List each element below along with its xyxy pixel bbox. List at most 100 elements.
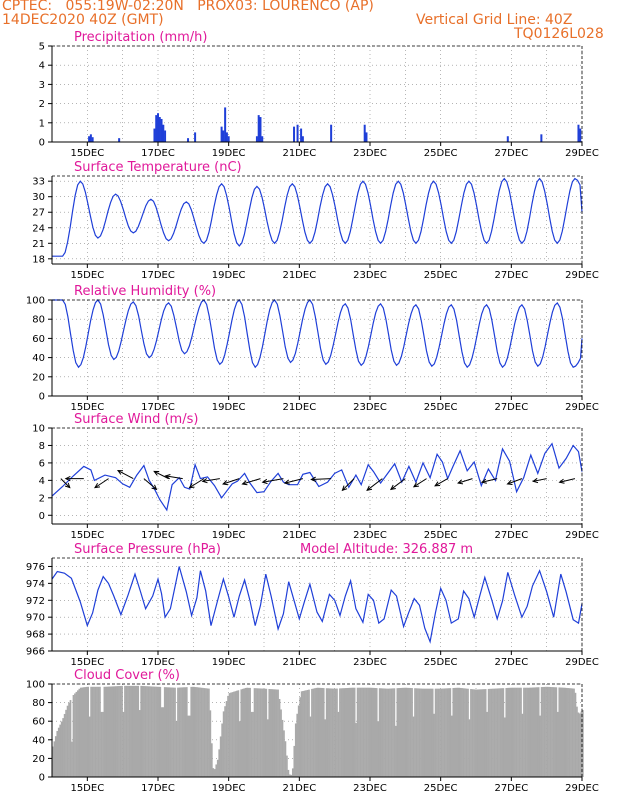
cloud-cover-bar — [417, 688, 419, 777]
cloud-cover-bar — [561, 687, 564, 777]
x-tick-label: 23DEC — [353, 402, 387, 413]
cloud-cover-bar — [246, 687, 249, 777]
precip-bar — [89, 134, 92, 142]
wind-vector — [60, 478, 71, 488]
cloud-cover-bar — [453, 687, 456, 777]
cloud-cover-bar — [278, 698, 281, 777]
cloud-cover-bar — [177, 687, 179, 777]
cloud-cover-bar — [496, 688, 499, 777]
cloud-cover-bar — [324, 719, 327, 777]
cloud-cover-bar — [484, 689, 487, 777]
cloud-cover-bar — [502, 688, 505, 777]
cloud-cover-bar — [300, 691, 303, 777]
cloud-cover-bar — [75, 691, 78, 777]
cloud-cover-bar — [340, 688, 343, 777]
cloud-cover-bar — [72, 695, 75, 777]
cloud-cover-bar — [467, 688, 469, 777]
wind-vector — [390, 478, 406, 490]
header-code: TQ0126L028 — [514, 26, 604, 42]
cloud-cover-bar — [508, 687, 511, 777]
precip-bar — [164, 130, 167, 142]
wind-arrowhead — [558, 478, 565, 484]
cloud-cover-bar — [509, 687, 512, 777]
cloud-cover-bar — [375, 688, 378, 777]
precip-bar — [162, 124, 165, 142]
cloud-cover-bar — [79, 687, 82, 777]
y-tick-label: 0 — [39, 392, 45, 403]
precip-bar — [118, 138, 121, 142]
panel-title: Surface Temperature (nC) — [74, 160, 242, 175]
cloud-cover-bar — [495, 688, 497, 777]
wind-arrowhead — [532, 477, 539, 484]
cloud-cover-bar — [548, 686, 550, 777]
y-tick-label: 100 — [26, 296, 45, 307]
x-tick-label: 17DEC — [141, 657, 175, 668]
wind-arrowhead — [434, 481, 441, 487]
precip-bar — [187, 138, 190, 142]
cloud-cover-bar — [493, 688, 496, 777]
cloud-cover-bar — [74, 693, 76, 777]
cloud-cover-bar — [215, 764, 218, 777]
precip-bar — [293, 126, 296, 142]
wind-arrowhead — [506, 480, 513, 485]
cloud-cover-bar — [200, 687, 203, 777]
cloud-cover-bar — [425, 688, 428, 777]
header-vgrid: Vertical Grid Line: 40Z — [416, 12, 573, 28]
x-tick-label: 29DEC — [565, 148, 599, 159]
cloud-cover-bar — [342, 688, 344, 777]
x-tick-label: 17DEC — [141, 783, 175, 794]
cloud-cover-bar — [515, 687, 518, 777]
wind-arrowhead — [261, 478, 268, 485]
wind-vector — [284, 478, 303, 484]
cloud-cover-bar — [156, 686, 159, 777]
x-tick-label: 19DEC — [212, 270, 246, 281]
cloud-cover-bar — [490, 688, 493, 777]
precip-bar — [255, 136, 258, 142]
cloud-cover-bar — [77, 690, 79, 777]
panel-title: Surface Wind (m/s) — [74, 412, 198, 427]
cloud-cover-bar — [264, 688, 266, 777]
cloud-cover-bar — [160, 707, 163, 777]
cloud-cover-bar — [458, 687, 461, 777]
precip-bar — [261, 136, 264, 142]
y-tick-label: 60 — [32, 717, 45, 728]
y-tick-label: 1 — [39, 118, 45, 129]
x-tick-label: 27DEC — [494, 657, 528, 668]
wind-vector — [559, 478, 576, 483]
precip-bar — [225, 132, 228, 142]
panel-title: Relative Humidity (%) — [74, 284, 216, 299]
wind-vector — [94, 478, 109, 489]
y-tick-label: 40 — [32, 353, 45, 364]
cloud-cover-bar — [499, 688, 502, 777]
cloud-cover-bar — [356, 687, 359, 777]
cloud-cover-bar — [396, 688, 399, 777]
y-tick-label: 20 — [32, 372, 45, 383]
cloud-cover-bar — [93, 686, 95, 777]
cloud-cover-bar — [452, 687, 455, 777]
wind-vector — [117, 470, 134, 480]
precip-bar — [577, 124, 580, 142]
cloud-cover-bar — [521, 713, 524, 777]
cloud-cover-bar — [130, 685, 132, 777]
wind-vector — [507, 478, 523, 485]
cloud-cover-bar — [291, 768, 294, 777]
wind-arrowhead — [283, 479, 290, 485]
y-tick-label: 970 — [26, 613, 45, 624]
cloud-cover-bar — [501, 688, 503, 777]
cloud-cover-bar — [555, 687, 558, 777]
x-tick-label: 19DEC — [212, 402, 246, 413]
cloud-cover-bar — [400, 687, 403, 777]
y-tick-label: 4 — [39, 476, 45, 487]
cloud-cover-bar — [412, 716, 415, 777]
precip-bar — [363, 124, 366, 142]
cloud-cover-bar — [570, 688, 572, 777]
precip-bar — [540, 134, 543, 142]
cloud-cover-bar — [543, 686, 546, 777]
cloud-cover-bar — [212, 768, 215, 777]
x-tick-label: 21DEC — [282, 148, 316, 159]
cloud-cover-bar — [331, 688, 334, 777]
cloud-cover-bar — [421, 688, 424, 777]
cloud-cover-bar — [536, 687, 539, 777]
cloud-cover-bar — [69, 700, 72, 777]
x-tick-label: 27DEC — [494, 270, 528, 281]
